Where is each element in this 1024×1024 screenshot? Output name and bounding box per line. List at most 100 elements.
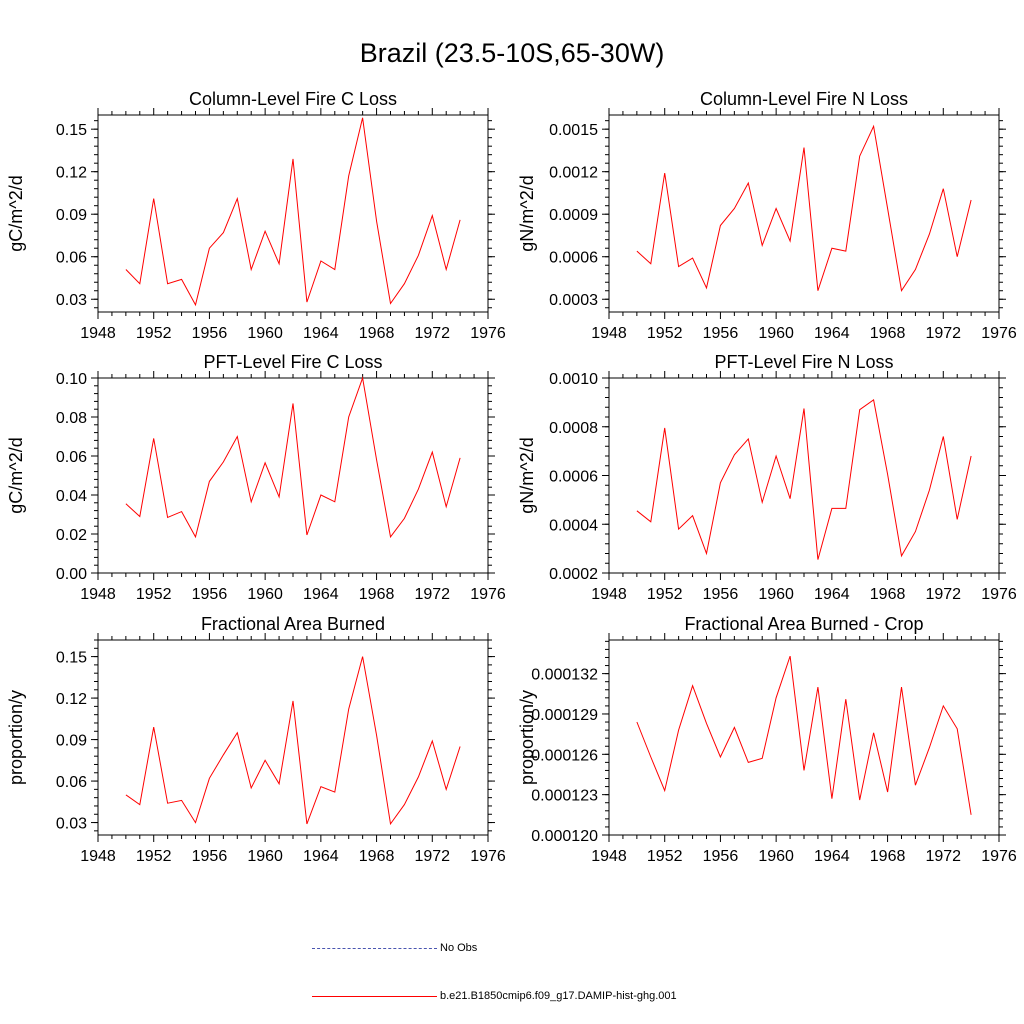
x-tick-label: 1952 xyxy=(647,848,683,865)
plot-frame xyxy=(608,114,1000,313)
x-tick-label: 1972 xyxy=(925,586,961,603)
y-tick-label: 0.03 xyxy=(56,292,87,309)
y-tick-label: 0.000123 xyxy=(531,788,598,805)
y-tick-label: 0.000129 xyxy=(531,707,598,724)
y-tick-label: 0.06 xyxy=(56,250,87,267)
y-axis-label: gN/m^2/d xyxy=(517,437,537,513)
series-line xyxy=(636,124,972,293)
panel-title: PFT-Level Fire C Loss xyxy=(203,352,382,372)
panel-title: Column-Level Fire C Loss xyxy=(189,89,397,109)
series-line xyxy=(125,376,461,539)
x-tick-label: 1948 xyxy=(80,586,116,603)
y-axis-label: gN/m^2/d xyxy=(517,175,537,251)
y-tick-label: 0.04 xyxy=(56,488,87,505)
y-tick-label: 0.06 xyxy=(56,449,87,466)
x-tick-label: 1956 xyxy=(192,325,228,342)
x-tick-label: 1976 xyxy=(470,848,506,865)
y-tick-label: 0.0004 xyxy=(549,517,598,534)
y-tick-label: 0.0010 xyxy=(549,371,598,388)
y-tick-label: 0.09 xyxy=(56,733,87,750)
y-tick-label: 0.15 xyxy=(56,650,87,667)
panel-title: Column-Level Fire N Loss xyxy=(700,89,908,109)
x-tick-label: 1964 xyxy=(303,848,339,865)
y-tick-label: 0.000120 xyxy=(531,828,598,845)
y-tick-label: 0.08 xyxy=(56,410,87,427)
x-tick-label: 1964 xyxy=(814,848,850,865)
x-tick-label: 1948 xyxy=(80,325,116,342)
legend-obs-label: No Obs xyxy=(440,942,478,954)
x-tick-label: 1960 xyxy=(758,848,794,865)
y-tick-label: 0.03 xyxy=(56,816,87,833)
legend-model-label: b.e21.B1850cmip6.f09_g17.DAMIP-hist-ghg.… xyxy=(440,990,677,1002)
y-tick-label: 0.0015 xyxy=(549,122,598,139)
y-axis-label: proportion/y xyxy=(517,690,537,785)
x-tick-label: 1964 xyxy=(814,586,850,603)
x-tick-label: 1952 xyxy=(647,325,683,342)
y-tick-label: 0.15 xyxy=(56,122,87,139)
legend-obs-line xyxy=(312,948,437,949)
x-tick-label: 1956 xyxy=(703,848,739,865)
y-axis-label: proportion/y xyxy=(6,690,26,785)
legend-model: b.e21.B1850cmip6.f09_g17.DAMIP-hist-ghg.… xyxy=(312,988,732,1004)
x-tick-label: 1968 xyxy=(870,325,906,342)
panel-title: PFT-Level Fire N Loss xyxy=(714,352,893,372)
chart-panel-3: PFT-Level Fire C Loss gC/m^2/d 1948 1952 195… xyxy=(6,352,506,603)
x-tick-label: 1952 xyxy=(647,586,683,603)
y-tick-label: 0.09 xyxy=(56,207,87,224)
x-tick-label: 1952 xyxy=(136,586,172,603)
x-tick-label: 1972 xyxy=(414,586,450,603)
x-tick-label: 1964 xyxy=(303,586,339,603)
plot-frame xyxy=(608,377,1000,574)
x-tick-label: 1972 xyxy=(925,325,961,342)
x-tick-label: 1968 xyxy=(359,586,395,603)
y-axis-label: gC/m^2/d xyxy=(6,175,26,251)
y-tick-label: 0.12 xyxy=(56,691,87,708)
x-tick-label: 1972 xyxy=(925,848,961,865)
x-tick-label: 1968 xyxy=(359,848,395,865)
y-tick-label: 0.000132 xyxy=(531,667,598,684)
x-tick-label: 1972 xyxy=(414,848,450,865)
y-tick-label: 0.0012 xyxy=(549,165,598,182)
x-tick-label: 1960 xyxy=(247,586,283,603)
y-tick-label: 0.02 xyxy=(56,527,87,544)
chart-panel-2: Column-Level Fire N Loss gN/m^2/d 1948 1952… xyxy=(517,89,1017,342)
x-tick-label: 1976 xyxy=(470,586,506,603)
x-tick-label: 1976 xyxy=(470,325,506,342)
y-tick-label: 0.0009 xyxy=(549,207,598,224)
x-tick-label: 1968 xyxy=(870,848,906,865)
panel-title: Fractional Area Burned - Crop xyxy=(684,614,923,634)
series-line xyxy=(636,655,972,815)
chart-panel-4: PFT-Level Fire N Loss gN/m^2/d 1948 1952 195… xyxy=(517,352,1017,603)
page-title: Brazil (23.5-10S,65-30W) xyxy=(359,38,665,68)
y-tick-label: 0.06 xyxy=(56,774,87,791)
x-tick-label: 1956 xyxy=(192,848,228,865)
x-tick-label: 1952 xyxy=(136,325,172,342)
x-tick-label: 1976 xyxy=(981,586,1017,603)
x-tick-label: 1960 xyxy=(247,325,283,342)
panel-title: Fractional Area Burned xyxy=(201,614,385,634)
x-tick-label: 1960 xyxy=(758,325,794,342)
x-tick-label: 1948 xyxy=(591,325,627,342)
series-line xyxy=(125,656,461,826)
x-tick-label: 1976 xyxy=(981,848,1017,865)
x-tick-label: 1964 xyxy=(814,325,850,342)
y-tick-label: 0.0006 xyxy=(549,250,598,267)
y-tick-label: 0.0006 xyxy=(549,469,598,486)
x-tick-label: 1960 xyxy=(247,848,283,865)
legend-model-line xyxy=(312,996,437,997)
x-tick-label: 1956 xyxy=(192,586,228,603)
chart-panel-5: Fractional Area Burned proportion/y 1948 19… xyxy=(6,614,506,865)
y-tick-label: 0.12 xyxy=(56,165,87,182)
x-tick-label: 1960 xyxy=(758,586,794,603)
y-tick-label: 0.00 xyxy=(56,566,87,583)
chart-panel-1: Column-Level Fire C Loss gC/m^2/d 1948 1952… xyxy=(6,89,506,342)
legend-obs: No Obs xyxy=(312,940,732,956)
plot-frame xyxy=(97,639,489,836)
y-tick-label: 0.0003 xyxy=(549,292,598,309)
x-tick-label: 1952 xyxy=(136,848,172,865)
y-tick-label: 0.0002 xyxy=(549,566,598,583)
y-tick-label: 0.10 xyxy=(56,371,87,388)
x-tick-label: 1948 xyxy=(591,586,627,603)
plot-frame xyxy=(608,639,1000,836)
